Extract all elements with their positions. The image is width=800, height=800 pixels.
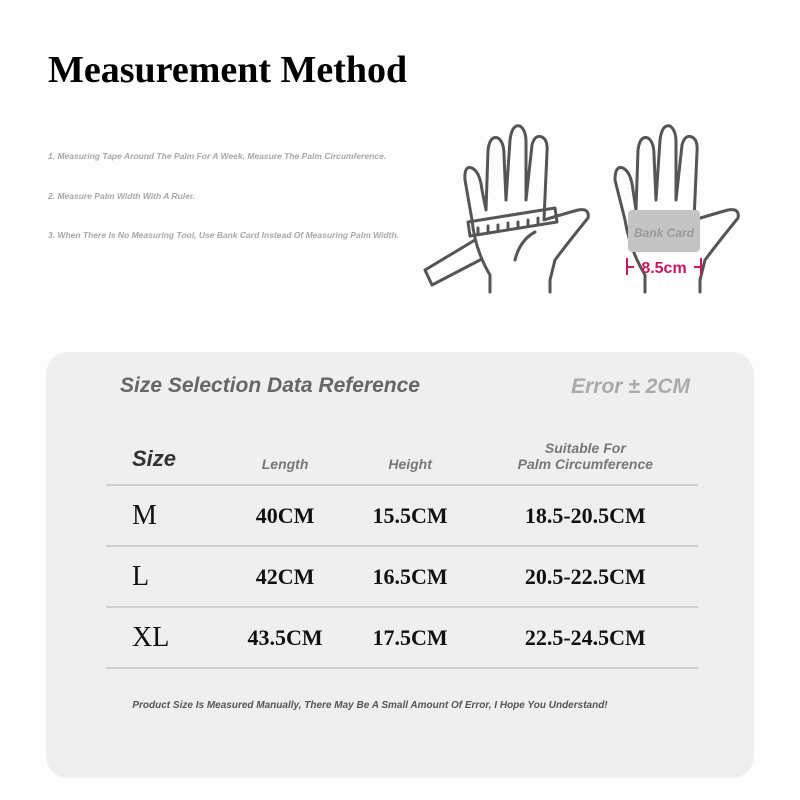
- cell-height: 16.5CM: [347, 546, 473, 608]
- cell-height: 17.5CM: [347, 607, 473, 669]
- cell-length: 42CM: [222, 546, 348, 608]
- header-size: Size: [106, 427, 223, 486]
- header-palm-line1: Suitable For: [544, 440, 626, 456]
- cell-size: XL: [106, 607, 223, 669]
- tape-icon: [423, 238, 482, 287]
- hand-left-icon: [463, 124, 590, 294]
- step-3: 3. When There Is No Measuring Tool, Use …: [48, 230, 399, 240]
- step-1: 1. Measuring Tape Around The Palm For A …: [48, 151, 387, 161]
- header-length: Length: [222, 427, 348, 486]
- size-chart-panel: Size Selection Data Reference Error ± 2C…: [46, 352, 754, 778]
- disclaimer-note: Product Size Is Measured Manually, There…: [132, 700, 608, 711]
- steps-list: 1. Measuring Tape Around The Palm For A …: [48, 151, 468, 270]
- cell-size: L: [106, 546, 223, 608]
- page-title: Measurement Method: [48, 49, 408, 91]
- bank-card-label: Bank Card: [634, 226, 695, 240]
- hand-right-icon: [613, 124, 740, 294]
- error-note: Error ± 2CM: [571, 375, 690, 398]
- header-palm-line2: Palm Circumference: [517, 456, 654, 472]
- table-row: L 42CM 16.5CM 20.5-22.5CM: [106, 546, 698, 608]
- cell-palm: 20.5-22.5CM: [472, 546, 698, 608]
- step-2: 2. Measure Palm Width With A Ruler.: [48, 190, 196, 201]
- cell-palm: 18.5-20.5CM: [472, 485, 698, 547]
- cell-length: 43.5CM: [222, 607, 348, 669]
- table-header: Size Length Height Suitable For Palm Circ…: [106, 427, 698, 486]
- size-table: Size Length Height Suitable For Palm Circ…: [106, 427, 698, 669]
- cell-length: 40CM: [222, 485, 348, 547]
- header-palm: Suitable For Palm Circumference: [472, 427, 698, 486]
- palm-width-label: 8.5cm: [641, 260, 686, 277]
- hand-illustration: Bank Card 8.5cm: [423, 124, 740, 294]
- cell-height: 15.5CM: [347, 485, 473, 547]
- header-height: Height: [347, 427, 473, 486]
- cell-palm: 22.5-24.5CM: [472, 607, 698, 669]
- table-row: XL 43.5CM 17.5CM 22.5-24.5CM: [106, 607, 698, 669]
- cell-size: M: [106, 485, 223, 547]
- bank-card: [628, 210, 700, 252]
- ruler-icon: [466, 206, 559, 238]
- panel-title: Size Selection Data Reference: [120, 374, 420, 397]
- table-row: M 40CM 15.5CM 18.5-20.5CM: [106, 485, 698, 547]
